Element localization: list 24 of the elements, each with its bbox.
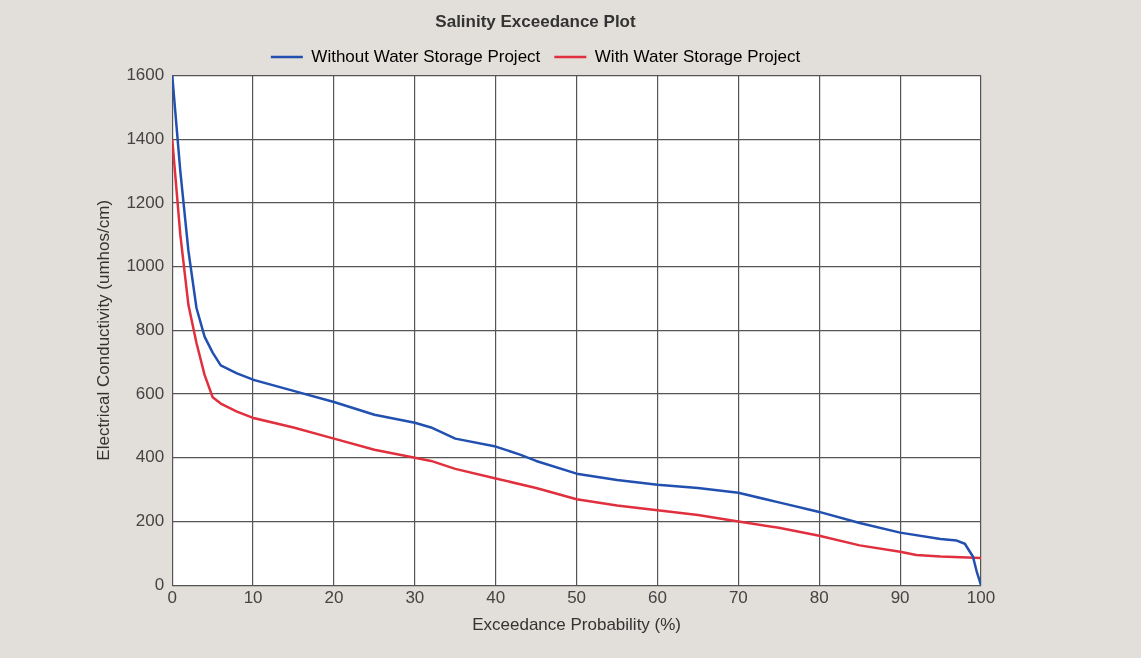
x-tick-label: 30 [405, 588, 425, 608]
y-tick-label: 0 [154, 574, 165, 594]
x-tick-label: 100 [966, 588, 996, 608]
y-tick-label: 1200 [126, 192, 165, 212]
x-tick-label: 60 [648, 588, 667, 608]
legend-label: With Water Storage Project [594, 46, 801, 66]
x-tick-label: 50 [567, 588, 587, 608]
x-tick-label: 40 [486, 588, 506, 608]
y-tick-label: 200 [135, 511, 165, 531]
x-axis-title: Exceedance Probability (%) [472, 615, 682, 635]
y-tick-label: 800 [135, 319, 165, 339]
y-tick-label: 1400 [126, 128, 165, 148]
x-tick-label: 20 [324, 588, 344, 608]
legend-label: Without Water Storage Project [311, 46, 541, 66]
y-tick-label: 600 [135, 383, 165, 403]
x-tick-label: 10 [243, 588, 263, 608]
y-tick-label: 1000 [126, 256, 165, 276]
y-tick-label: 1600 [126, 65, 165, 85]
x-tick-label: 90 [890, 588, 910, 608]
x-tick-label: 70 [728, 588, 748, 608]
x-tick-label: 80 [809, 588, 829, 608]
y-axis-title: Electrical Conductivity (umhos/cm) [93, 199, 113, 461]
y-tick-label: 400 [135, 447, 165, 467]
chart-title: Salinity Exceedance Plot [435, 11, 636, 31]
